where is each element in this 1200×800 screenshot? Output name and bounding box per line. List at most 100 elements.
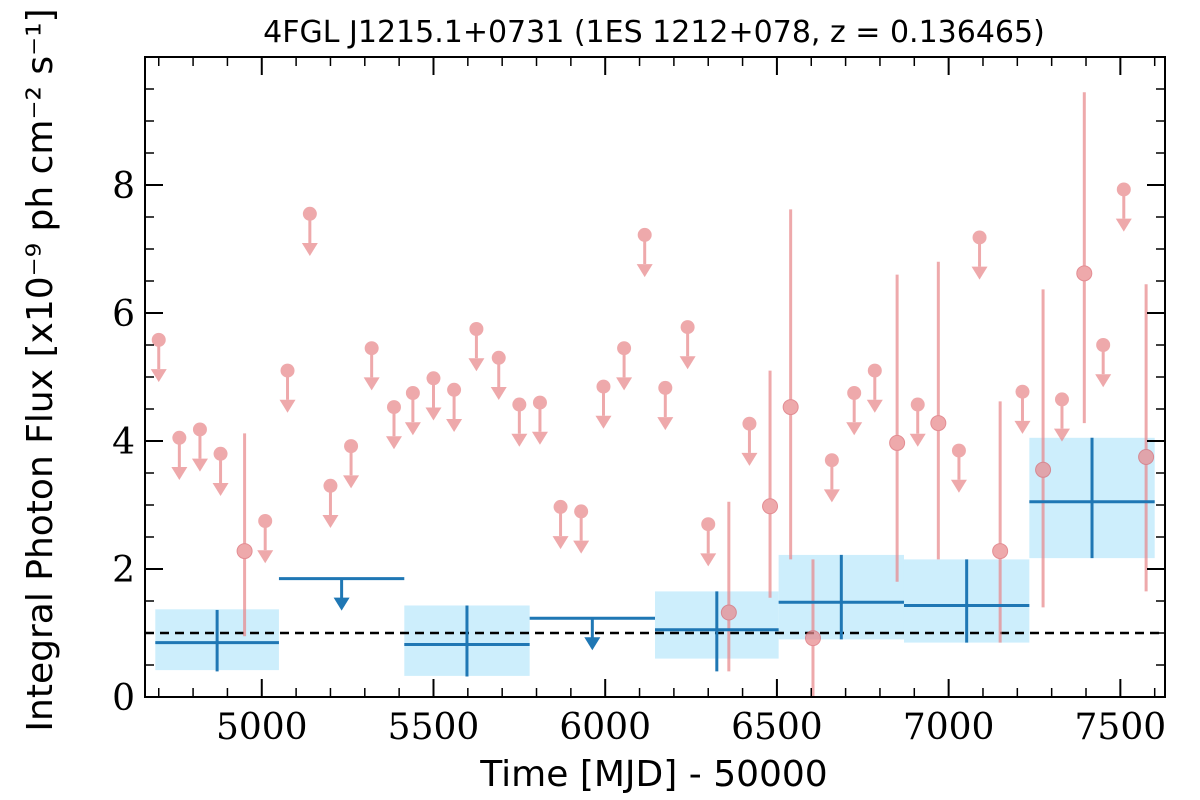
- upper-limit-marker: [1015, 384, 1030, 399]
- short-bin-upper-limit-9: [363, 341, 380, 391]
- short-bin-upper-limit-22: [636, 227, 653, 278]
- upper-limit-marker: [426, 371, 441, 386]
- upper-limit-arrow-head: [866, 399, 883, 413]
- short-bin-upper-limit-0: [150, 332, 167, 383]
- chart-title: 4FGL J1215.1+0731 (1ES 1212+078, z = 0.1…: [263, 15, 1045, 50]
- upper-limit-arrow-head: [636, 264, 653, 278]
- short-bin-detection-4: [804, 559, 821, 697]
- short-bin-upper-limit-31: [950, 443, 967, 493]
- detection-marker: [1138, 449, 1155, 465]
- upper-limit-arrow-head: [1115, 218, 1132, 232]
- short-bin-detection-6: [930, 261, 947, 560]
- long-bin-upper-limit-0: [278, 577, 405, 611]
- short-bin-upper-limit-23: [657, 380, 674, 431]
- upper-limit-arrow-head: [741, 452, 758, 466]
- upper-limit-marker: [151, 332, 166, 347]
- upper-limit-arrow-head: [404, 422, 421, 436]
- upper-limit-arrow-head: [212, 483, 229, 496]
- upper-limit-arrow-head: [700, 553, 717, 567]
- upper-limit-arrow-head: [301, 243, 318, 256]
- upper-limit-arrow-head: [616, 377, 633, 391]
- long-bin-detection-4: [903, 559, 1030, 643]
- detection-marker: [930, 415, 947, 432]
- upper-limit-marker: [323, 478, 338, 493]
- upper-limit-marker: [910, 397, 925, 412]
- long-bin-detection-0: [155, 609, 279, 672]
- upper-limit-marker: [364, 341, 379, 356]
- detection-marker: [804, 630, 821, 647]
- short-bin-upper-limit-7: [322, 478, 339, 528]
- y-tick-label-4: 8: [112, 166, 135, 207]
- upper-limit-marker: [532, 395, 547, 410]
- upper-limit-marker: [824, 453, 839, 468]
- upper-limit-marker: [972, 230, 987, 245]
- detection-marker: [782, 399, 799, 416]
- upper-limit-marker: [469, 322, 484, 336]
- upper-limit-marker: [172, 430, 187, 445]
- upper-limit-arrow-head: [573, 540, 590, 554]
- y-tick-label-0: 0: [112, 678, 135, 719]
- short-bin-upper-limit-30: [909, 397, 926, 447]
- upper-limit-arrow-head: [950, 479, 967, 493]
- upper-limit-arrow-head: [1014, 420, 1031, 434]
- short-bin-detection-0: [236, 433, 253, 637]
- plot-area: 5000 5500 6000 6500 7000 7500 0 2 4 6 8: [112, 56, 1167, 748]
- short-bin-upper-limit-35: [1095, 338, 1112, 388]
- y-axis-label: Integral Photon Flux [x10⁻⁹ ph cm⁻² s⁻¹]: [20, 8, 61, 731]
- upper-limit-arrow-head: [552, 536, 569, 550]
- x-tick-label-5: 7500: [1075, 707, 1167, 748]
- short-bin-upper-limit-2: [191, 422, 208, 472]
- upper-limit-marker: [1116, 182, 1131, 197]
- detection-marker: [889, 434, 906, 451]
- upper-limit-marker: [847, 386, 862, 400]
- upper-limit-arrow-head: [446, 419, 463, 432]
- upper-limit-arrow-head: [385, 436, 402, 450]
- upper-limit-marker: [386, 400, 401, 415]
- long-bin-upper-limit-1: [529, 616, 655, 651]
- short-bin-upper-limit-24: [679, 320, 696, 370]
- upper-limit-arrow-head: [191, 458, 208, 472]
- long-bin-detection-1: [404, 605, 530, 677]
- upper-limit-marker: [1096, 338, 1111, 352]
- upper-limit-marker: [302, 206, 317, 221]
- x-tick-label-3: 6500: [731, 707, 823, 748]
- upper-limit-arrow-head: [657, 417, 674, 431]
- upper-limit-arrow-head: [679, 356, 696, 370]
- upper-limit-marker: [258, 514, 273, 528]
- short-bin-upper-limit-19: [573, 504, 590, 554]
- upper-limit-arrow-head: [971, 266, 988, 280]
- upper-limit-marker: [512, 397, 527, 412]
- x-tick-label-4: 7000: [903, 707, 995, 748]
- upper-limit-marker: [867, 363, 882, 378]
- short-bin-upper-limit-18: [552, 499, 569, 550]
- short-bin-upper-limit-13: [446, 382, 463, 432]
- detection-marker: [720, 604, 737, 621]
- upper-limit-marker: [680, 320, 695, 335]
- x-tick-label-0: 5000: [216, 707, 308, 748]
- short-bin-upper-limit-27: [823, 453, 840, 503]
- short-bin-upper-limit-6: [301, 206, 318, 256]
- short-bin-detection-2: [762, 370, 779, 598]
- short-bin-detection-8: [1035, 289, 1052, 608]
- short-bin-upper-limit-4: [257, 514, 274, 564]
- upper-limit-arrow-head: [846, 422, 863, 436]
- y-tick-label-1: 2: [112, 550, 135, 591]
- upper-limit-arrow-head: [171, 467, 188, 480]
- short-bin-upper-limit-1: [171, 430, 188, 480]
- y-tick-label-3: 6: [112, 294, 135, 335]
- upper-limit-marker: [951, 443, 966, 458]
- short-bin-upper-limit-15: [490, 350, 507, 400]
- upper-limit-marker: [658, 380, 673, 395]
- upper-limit-arrow-head: [1095, 374, 1112, 388]
- x-tick-label-2: 6000: [559, 707, 651, 748]
- upper-limit-arrow-head: [595, 415, 612, 429]
- upper-limit-marker: [405, 386, 420, 400]
- upper-limit-arrow-head: [257, 550, 274, 564]
- upper-limit-arrow-head: [150, 369, 167, 383]
- short-bin-upper-limit-14: [468, 322, 485, 372]
- upper-limit-marker: [491, 350, 506, 365]
- upper-limit-marker: [192, 422, 207, 437]
- upper-limit-marker: [280, 363, 295, 378]
- short-bin-detection-10: [1138, 284, 1155, 592]
- upper-limit-marker: [344, 439, 359, 454]
